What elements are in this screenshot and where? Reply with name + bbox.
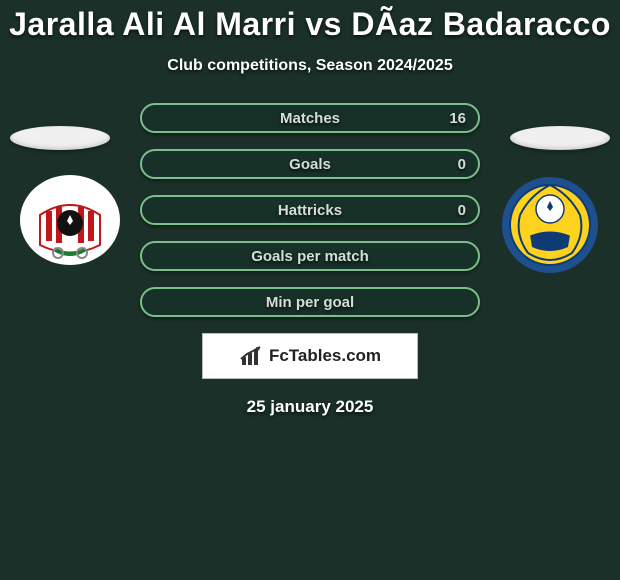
stat-row-hattricks: Hattricks 0	[140, 195, 480, 225]
club-logo-right	[500, 175, 600, 265]
page-title: Jaralla Ali Al Marri vs DÃ­az Badaracco	[0, 0, 620, 43]
stat-label: Min per goal	[266, 294, 354, 311]
chart-icon	[239, 345, 265, 367]
stat-row-goals-per-match: Goals per match	[140, 241, 480, 271]
date-label: 25 january 2025	[0, 397, 620, 417]
subtitle: Club competitions, Season 2024/2025	[0, 57, 620, 75]
club-logo-left	[20, 175, 120, 265]
stat-label: Goals per match	[251, 248, 369, 265]
brand-text: FcTables.com	[269, 346, 381, 366]
stat-right-value: 16	[449, 110, 466, 127]
stat-label: Matches	[280, 110, 340, 127]
stat-label: Goals	[289, 156, 331, 173]
stat-row-matches: Matches 16	[140, 103, 480, 133]
stat-row-goals: Goals 0	[140, 149, 480, 179]
stats-container: Matches 16 Goals 0 Hattricks 0 Goals per…	[140, 103, 480, 317]
stat-right-value: 0	[458, 156, 466, 173]
player-left-platform	[10, 126, 110, 150]
stat-right-value: 0	[458, 202, 466, 219]
player-right-platform	[510, 126, 610, 150]
brand-badge[interactable]: FcTables.com	[202, 333, 418, 379]
stat-row-min-per-goal: Min per goal	[140, 287, 480, 317]
stat-label: Hattricks	[278, 202, 342, 219]
